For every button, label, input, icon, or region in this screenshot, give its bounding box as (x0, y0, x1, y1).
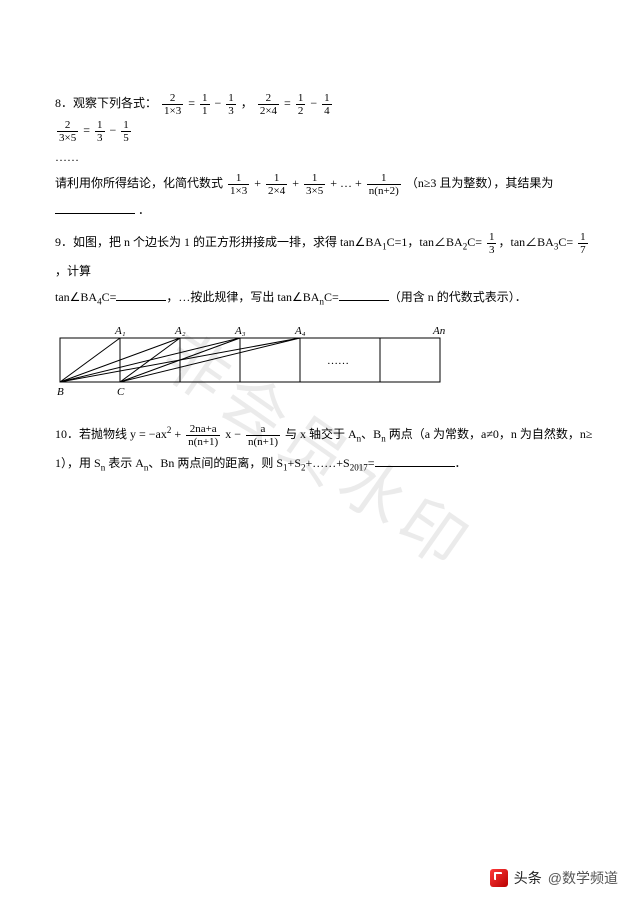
q10-f1: 2na+an(n+1) (186, 423, 220, 448)
q10-l2a: 1），用 S (55, 456, 101, 470)
q9-a: 9．如图，把 n 个边长为 1 的正方形拼接成一排，求得 tan∠BA (55, 235, 382, 249)
q9-diagram: A₁ A₂ A₃ A₄ An B C …… (55, 320, 600, 409)
q10-a: 10．若抛物线 y = −ax (55, 427, 167, 441)
q10-line2: 1），用 Sn 表示 An、Bn 两点间的距离，则 S1+S2+……+S2017… (55, 450, 600, 478)
q8-t2: 12×4 (266, 172, 287, 197)
q8-frac2a: 12 (296, 92, 306, 117)
question-9: 9．如图，把 n 个边长为 1 的正方形拼接成一排，求得 tan∠BA1C=1，… (55, 229, 600, 409)
q9-l2a: tan∠BA (55, 290, 97, 304)
q8-frac3b: 15 (121, 119, 131, 144)
q8-line2: 23×5 = 13 − 15 (55, 117, 600, 144)
q8-task-a: 请利用你所得结论，化简代数式 (55, 176, 223, 190)
q10-f2: an(n+1) (246, 423, 280, 448)
q8-frac1a: 11 (200, 92, 210, 117)
q9-l2b: C= (102, 290, 117, 304)
q10-line1: 10．若抛物线 y = −ax2 + 2na+an(n+1) x − an(n+… (55, 421, 600, 449)
q8-dots: …… (55, 144, 600, 170)
q9-f2: 13 (487, 231, 497, 256)
q8-task: 请利用你所得结论，化简代数式 11×3 + 12×4 + 13×5 + … + … (55, 170, 600, 223)
q9-l2e: （用含 n 的代数式表示）． (389, 290, 527, 304)
q9-blank2 (339, 289, 389, 301)
q10-d: 与 x 轴交于 A (282, 427, 357, 441)
lbl-dots: …… (327, 355, 349, 367)
q8-frac2b: 14 (322, 92, 332, 117)
q10-l2e: +……+S (306, 456, 350, 470)
q8-cond: （n≥3 且为整数），其结果为 (406, 176, 554, 190)
lbl-a2: A₂ (174, 325, 186, 337)
lbl-c: C (117, 386, 125, 398)
q8-frac2: 22×4 (258, 92, 279, 117)
q10-l2c: 、Bn 两点间的距离，则 S (148, 456, 283, 470)
q9-line1: 9．如图，把 n 个边长为 1 的正方形拼接成一排，求得 tan∠BA1C=1，… (55, 229, 600, 284)
footer-brand: 头条 (514, 868, 542, 888)
q10-period: ． (455, 456, 467, 470)
q8-t4: 1n(n+2) (367, 172, 401, 197)
footer-at: @数学频道 (548, 868, 618, 888)
q10-l2f: = (368, 456, 375, 470)
q10-e: 、B (361, 427, 381, 441)
question-8: 8．观察下列各式： 21×3 = 11 − 13 ， 22×4 = 12 − 1… (55, 90, 600, 223)
q8-frac1: 21×3 (162, 92, 183, 117)
q10-ftxt: 两点（a 为常数，a≠0，n 为自然数，n≥ (386, 427, 593, 441)
document-page: 8．观察下列各式： 21×3 = 11 − 13 ， 22×4 = 12 − 1… (0, 0, 640, 524)
q9-f: ，计算 (55, 264, 91, 278)
q8-frac3: 23×5 (57, 119, 78, 144)
q8-line1: 8．观察下列各式： 21×3 = 11 − 13 ， 22×4 = 12 − 1… (55, 90, 600, 117)
q9-f3: 17 (578, 231, 588, 256)
q9-l2c: ，…按此规律，写出 tan∠BA (166, 290, 319, 304)
q8-prefix: 8．观察下列各式： (55, 96, 157, 110)
q8-t1: 11×3 (228, 172, 249, 197)
q9-l2d: C= (324, 290, 339, 304)
q10-s5: 2017 (350, 462, 368, 472)
lbl-b: B (57, 386, 64, 398)
q9-line2: tan∠BA4C=，…按此规律，写出 tan∠BAnC=（用含 n 的代数式表示… (55, 284, 600, 312)
q8-t3: 13×5 (304, 172, 325, 197)
q9-blank1 (116, 289, 166, 301)
q8-period: ． (138, 203, 150, 217)
q8-blank (55, 202, 135, 214)
q10-l2d: +S (288, 456, 301, 470)
q10-b: + (171, 427, 184, 441)
q10-l2b: 表示 A (105, 456, 144, 470)
q8-frac3a: 13 (95, 119, 105, 144)
q9-b: C=1，tan∠BA (387, 235, 463, 249)
lbl-an: An (432, 325, 446, 337)
q9-e: C= (558, 235, 573, 249)
q9-svg: A₁ A₂ A₃ A₄ An B C …… (55, 320, 455, 400)
q10-c: x − (222, 427, 244, 441)
lbl-a1: A₁ (114, 325, 126, 337)
q10-blank (375, 455, 455, 467)
q8-frac1b: 13 (226, 92, 236, 117)
lbl-a3: A₃ (234, 325, 246, 337)
lbl-a4: A₄ (294, 325, 306, 337)
q9-c: C= (467, 235, 482, 249)
question-10: 10．若抛物线 y = −ax2 + 2na+an(n+1) x − an(n+… (55, 421, 600, 477)
q9-d: ，tan∠BA (498, 235, 553, 249)
footer: 头条 @数学频道 (490, 868, 618, 888)
toutiao-logo-icon (490, 869, 508, 887)
